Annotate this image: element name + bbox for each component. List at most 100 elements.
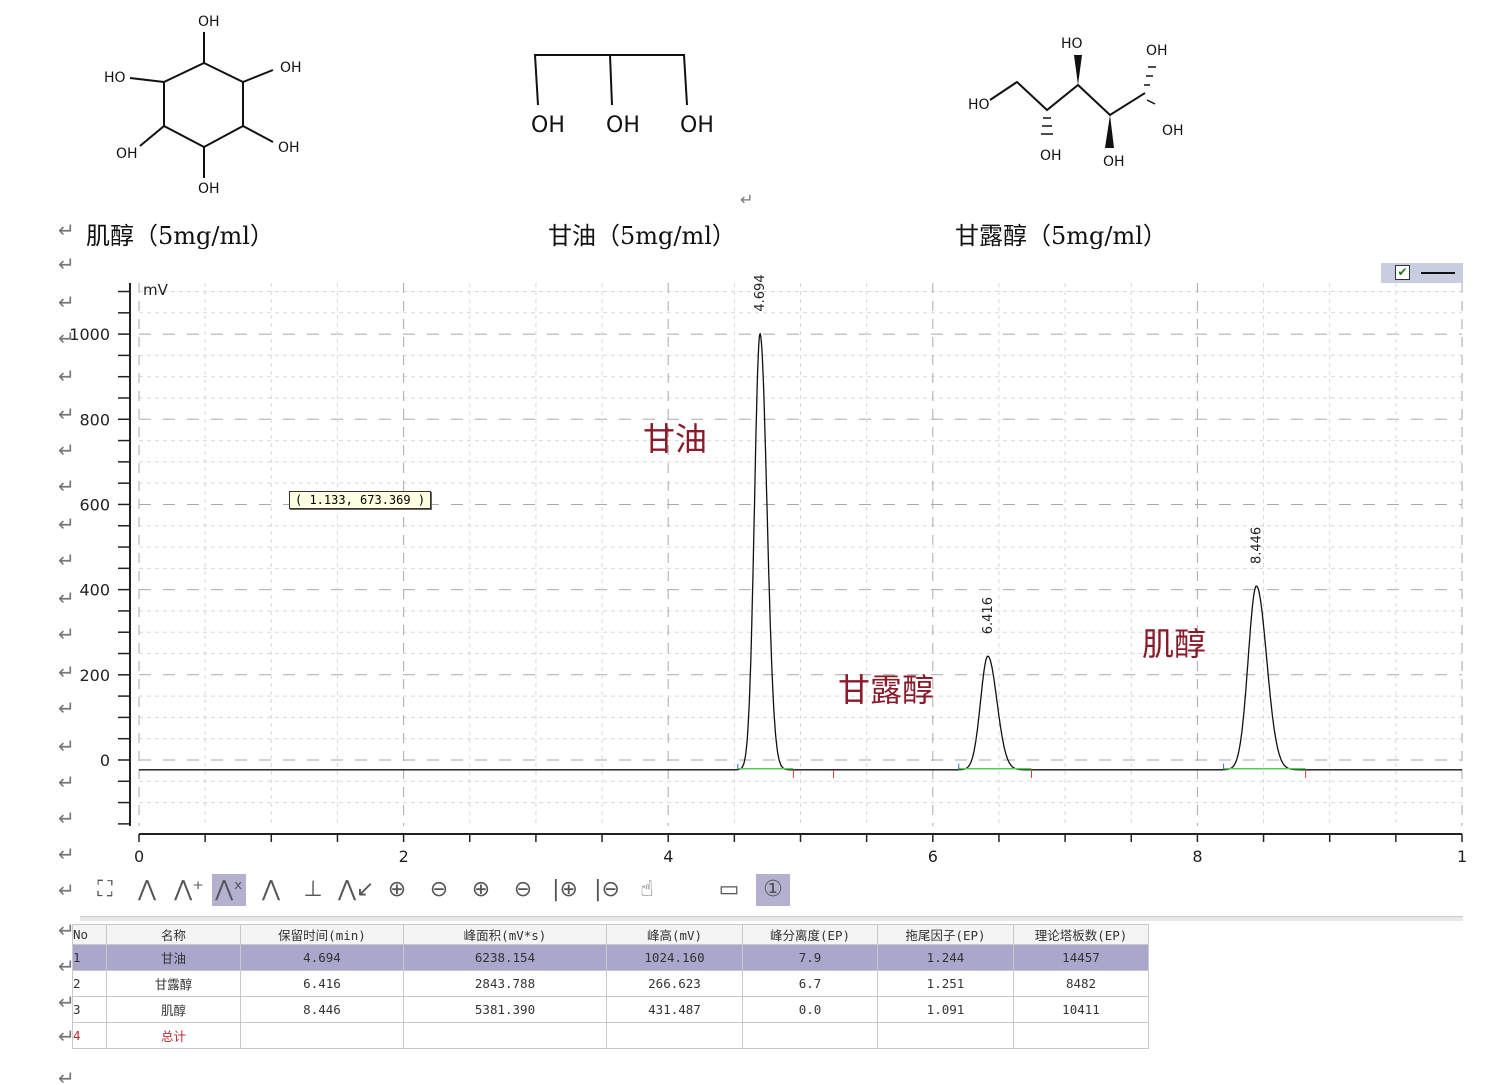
table-cell: 6238.154	[403, 944, 607, 971]
paragraph-mark: ↵	[58, 474, 75, 498]
column-header[interactable]: 保留时间(min)	[240, 924, 404, 945]
caption-mannitol: 甘露醇（5mg/ml）	[955, 222, 1167, 250]
structure-label: OH	[606, 113, 640, 138]
table-cell: 0.0	[742, 996, 878, 1023]
paragraph-mark: ↵	[58, 586, 75, 610]
peak-table: No 名称 保留时间(min) 峰面积(mV*s) 峰高(mV) 峰分离度(EP) 拖尾因子…	[72, 924, 1149, 1049]
fit-icon[interactable]: ⛶	[97, 877, 113, 902]
paragraph-mark: ↵	[58, 954, 75, 978]
structure-label: OH	[280, 60, 302, 76]
table-cell: 1	[72, 944, 107, 971]
table-row[interactable]: 4 总计	[72, 1022, 1149, 1049]
table-cell: 3	[72, 996, 107, 1023]
table-cell: 肌醇	[106, 996, 241, 1023]
paragraph-mark: ↵	[58, 696, 75, 720]
paragraph-mark: ↵	[58, 548, 75, 572]
caption-inositol: 肌醇（5mg/ml）	[86, 222, 274, 250]
split-icon[interactable]: ⋀↙	[338, 877, 375, 902]
integrate-icon[interactable]: ⊥	[303, 877, 323, 902]
zoom-in-icon[interactable]: ⊕	[387, 877, 407, 902]
table-cell: 总计	[106, 1022, 241, 1049]
y-tick-label: 0	[100, 751, 110, 770]
delete-peak-icon[interactable]: ⋀ˣ	[212, 874, 246, 906]
table-cell: 1.091	[877, 996, 1014, 1023]
structure-label: OH	[531, 113, 565, 138]
zoom-out-x-icon[interactable]: ⊖	[513, 877, 533, 902]
table-cell: 甘油	[106, 944, 241, 971]
paragraph-mark: ↵	[58, 326, 75, 350]
paragraph-mark: ↵	[58, 218, 75, 242]
zoom-out-icon[interactable]: ⊖	[429, 877, 449, 902]
column-header[interactable]: No	[72, 924, 107, 945]
divider	[80, 916, 1463, 921]
table-header: No 名称 保留时间(min) 峰面积(mV*s) 峰高(mV) 峰分离度(EP) 拖尾因子…	[72, 924, 1149, 945]
table-cell: 8482	[1013, 970, 1149, 997]
x-tick-label: 2	[399, 847, 409, 866]
table-cell: 1.244	[877, 944, 1014, 971]
table-cell: 2	[72, 970, 107, 997]
legend-checkbox[interactable]: ✔	[1395, 265, 1410, 280]
column-header[interactable]: 峰面积(mV*s)	[403, 924, 607, 945]
paragraph-mark: ↵	[58, 512, 75, 536]
paragraph-mark: ↵	[58, 806, 75, 830]
baseline-icon[interactable]: ⋀	[261, 877, 281, 902]
legend-line-icon	[1421, 272, 1455, 274]
paragraph-mark: ↵	[58, 1024, 75, 1048]
table-cell: 10411	[1013, 996, 1149, 1023]
zoom-in-y-icon[interactable]: |⊕	[552, 877, 578, 902]
ruler-icon[interactable]: ▭	[718, 877, 740, 902]
table-cell: 7.9	[742, 944, 878, 971]
y-tick-label: 400	[79, 581, 110, 600]
table-cell: 4	[72, 1022, 107, 1049]
y-tick-label: 200	[79, 666, 110, 685]
chemical-structures: OH OH OH OH OH HO HO OH HO OH OH OH OH OH OH	[104, 14, 1184, 197]
table-cell	[606, 1022, 743, 1049]
column-header[interactable]: 峰高(mV)	[606, 924, 743, 945]
x-tick-label: 1	[1457, 847, 1467, 866]
paragraph-mark: ↵	[58, 364, 75, 388]
column-header[interactable]: 峰分离度(EP)	[742, 924, 878, 945]
table-row[interactable]: 3 肌醇 8.446 5381.390 431.487 0.0 1.091 10411	[72, 996, 1149, 1023]
paragraph-mark: ↵	[58, 878, 75, 902]
structure-label: OH	[1103, 154, 1125, 170]
table-cell	[742, 1022, 878, 1049]
structure-label: HO	[968, 97, 990, 113]
paragraph-mark: ↵	[58, 290, 75, 314]
paragraph-mark: ↵	[58, 770, 75, 794]
chromatogram-trace	[139, 333, 1462, 771]
paragraph-mark: ↵	[58, 842, 75, 866]
table-cell: 6.7	[742, 970, 878, 997]
column-header[interactable]: 理论塔板数(EP)	[1013, 924, 1149, 945]
add-peak-icon[interactable]: ⋀⁺	[174, 877, 204, 902]
table-cell: 14457	[1013, 944, 1149, 971]
zoom-out-y-icon[interactable]: |⊖	[594, 877, 620, 902]
structure-label: OH	[1040, 148, 1062, 164]
table-cell: 266.623	[606, 970, 743, 997]
legend[interactable]: ✔	[1381, 263, 1463, 283]
peak-label: 4.694	[753, 274, 768, 311]
y-tick-label: 600	[79, 495, 110, 514]
glycerol-skeleton	[533, 54, 613, 106]
pan-icon[interactable]: ☝	[640, 877, 654, 902]
table-cell: 1.251	[877, 970, 1014, 997]
structure-label: OH	[116, 146, 138, 162]
table-cell: 431.487	[606, 996, 743, 1023]
column-header[interactable]: 拖尾因子(EP)	[877, 924, 1014, 945]
peak-icon[interactable]: ⋀	[137, 877, 157, 902]
x-tick-label: 0	[134, 847, 144, 866]
structure-label: HO	[104, 70, 126, 86]
peak-label: 8.446	[1249, 527, 1264, 564]
table-cell: 1024.160	[606, 944, 743, 971]
zoom-in-x-icon[interactable]: ⊕	[471, 877, 491, 902]
one-icon[interactable]: ①	[756, 874, 790, 906]
y-axis-label: mV	[143, 281, 169, 299]
table-cell: 8.446	[240, 996, 404, 1023]
column-header[interactable]: 名称	[106, 924, 241, 945]
table-row[interactable]: 2 甘露醇 6.416 2843.788 266.623 6.7 1.251 8482	[72, 970, 1149, 997]
structure-label: OH	[680, 113, 714, 138]
table-cell: 甘露醇	[106, 970, 241, 997]
annotation-glycerol: 甘油	[643, 420, 708, 458]
chromatogram[interactable]: 0 200 400 600 800 1000 0 2 4 6 8 1 mV 4.694 6.416 8.446	[0, 0, 1511, 880]
table-row[interactable]: 1 甘油 4.694 6238.154 1024.160 7.9 1.244 14457	[72, 944, 1149, 971]
paragraph-mark: ↵	[58, 402, 75, 426]
